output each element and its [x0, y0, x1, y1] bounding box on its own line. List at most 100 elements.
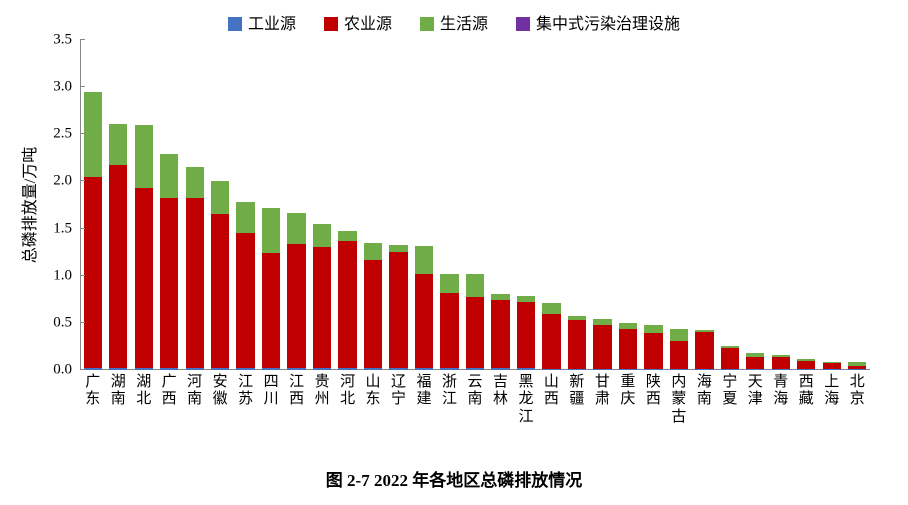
bar-segment-agricultural — [287, 244, 305, 368]
legend-item-centralized: 集中式污染治理设施 — [516, 10, 680, 34]
x-tick-label: 辽宁 — [391, 374, 406, 409]
x-tick-label: 上海 — [824, 374, 839, 409]
y-tick-label: 0.0 — [53, 362, 80, 379]
bar-segment-agricultural — [491, 300, 509, 368]
bar-segment-domestic — [389, 245, 407, 253]
legend-swatch-agricultural — [324, 17, 338, 31]
bar-segment-agricultural — [670, 341, 688, 369]
x-tick-label: 安徽 — [213, 374, 228, 409]
bar-segment-agricultural — [619, 329, 637, 370]
bar-segment-agricultural — [517, 302, 535, 368]
bar-segment-agricultural — [262, 253, 280, 368]
bar-segment-domestic — [160, 154, 178, 198]
bar-segment-industrial — [644, 369, 662, 370]
bar-segment-agricultural — [236, 233, 254, 368]
bar-segment-agricultural — [695, 332, 713, 369]
bar-segment-domestic — [211, 181, 229, 214]
bar-segment-domestic — [186, 167, 204, 198]
bar-segment-industrial — [415, 368, 433, 370]
bar-segment-industrial — [542, 369, 560, 370]
y-tick — [80, 133, 85, 134]
bar-segment-agricultural — [211, 214, 229, 368]
bar-segment-agricultural — [364, 260, 382, 368]
bar-segment-industrial — [848, 369, 866, 370]
x-tick-label: 江苏 — [238, 374, 253, 409]
bar-segment-domestic — [517, 296, 535, 303]
x-tick-label: 广东 — [85, 374, 100, 409]
x-tick-label: 西藏 — [799, 374, 814, 409]
bar-segment-industrial — [287, 368, 305, 370]
y-tick — [80, 275, 85, 276]
bar-segment-domestic — [135, 125, 153, 188]
bar-segment-agricultural — [848, 366, 866, 369]
legend-item-industrial: 工业源 — [228, 10, 296, 34]
bar-segment-domestic — [670, 329, 688, 341]
bar-segment-industrial — [695, 369, 713, 370]
y-axis-label: 总磷排放量/万吨 — [16, 147, 40, 263]
bar-segment-industrial — [823, 369, 841, 370]
bar-segment-agricultural — [160, 198, 178, 368]
legend-label-industrial: 工业源 — [248, 16, 296, 33]
bar-segment-industrial — [619, 369, 637, 370]
bar-segment-industrial — [109, 368, 127, 370]
y-tick-label: 2.5 — [53, 126, 80, 143]
legend-item-domestic: 生活源 — [420, 10, 488, 34]
bar-segment-industrial — [466, 368, 484, 370]
bar-segment-domestic — [84, 92, 102, 177]
bar-segment-domestic — [313, 224, 331, 248]
legend-swatch-industrial — [228, 17, 242, 31]
bar-segment-agricultural — [746, 357, 764, 369]
bar-segment-domestic — [568, 316, 586, 320]
x-tick-label: 云南 — [467, 374, 482, 409]
bar-segment-domestic — [721, 346, 739, 348]
bar-segment-industrial — [593, 369, 611, 370]
bar-segment-domestic — [262, 208, 280, 253]
x-tick-label: 青海 — [773, 374, 788, 409]
bar-segment-agricultural — [593, 325, 611, 369]
y-tick — [80, 369, 85, 370]
y-tick-label: 1.0 — [53, 267, 80, 284]
x-tick-label: 甘肃 — [595, 374, 610, 409]
bar-segment-agricultural — [440, 293, 458, 368]
bar-segment-agricultural — [772, 357, 790, 369]
bar-segment-industrial — [84, 368, 102, 370]
x-tick-label: 天津 — [748, 374, 763, 409]
bar-segment-domestic — [772, 355, 790, 357]
x-tick-label: 宁夏 — [722, 374, 737, 409]
chart-container: 工业源 农业源 生活源 集中式污染治理设施 总磷排放量/万吨 广东湖南湖北广西河… — [0, 0, 908, 505]
bar-segment-industrial — [746, 369, 764, 370]
x-tick-label: 北京 — [850, 374, 865, 409]
bar-segment-agricultural — [186, 198, 204, 368]
bar-segment-domestic — [644, 325, 662, 333]
bar-segment-domestic — [619, 323, 637, 329]
bar-segment-industrial — [797, 369, 815, 370]
bar-segment-domestic — [440, 274, 458, 293]
bars-group — [80, 40, 870, 370]
x-tick-label: 山东 — [366, 374, 381, 409]
x-tick-label: 浙江 — [442, 374, 457, 409]
bar-segment-industrial — [721, 369, 739, 370]
x-tick-label: 重庆 — [620, 374, 635, 409]
y-tick — [80, 86, 85, 87]
bar-segment-agricultural — [338, 241, 356, 368]
bar-segment-domestic — [848, 362, 866, 366]
y-tick — [80, 322, 85, 323]
bar-segment-domestic — [415, 246, 433, 274]
bar-segment-industrial — [440, 368, 458, 370]
bar-segment-agricultural — [135, 188, 153, 368]
y-tick-label: 3.5 — [53, 32, 80, 49]
bar-segment-domestic — [364, 243, 382, 260]
bar-segment-industrial — [338, 368, 356, 370]
y-tick-label: 2.0 — [53, 173, 80, 190]
bar-segment-industrial — [186, 368, 204, 370]
bar-segment-domestic — [236, 202, 254, 233]
bar-segment-domestic — [746, 353, 764, 357]
bar-segment-agricultural — [823, 363, 841, 369]
x-tick-label: 福建 — [417, 374, 432, 409]
bar-segment-industrial — [211, 368, 229, 370]
bar-segment-domestic — [593, 319, 611, 325]
y-tick — [80, 180, 85, 181]
x-tick-label: 海南 — [697, 374, 712, 409]
x-tick-label: 山西 — [544, 374, 559, 409]
x-tick-label: 贵州 — [315, 374, 330, 409]
